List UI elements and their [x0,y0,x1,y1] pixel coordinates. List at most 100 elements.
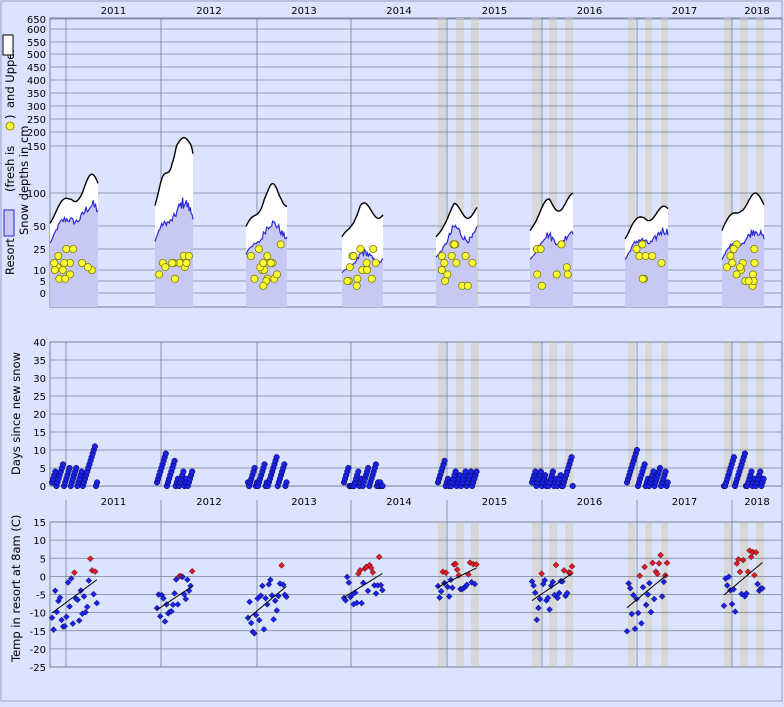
temp-point [372,590,380,597]
temp-point [658,593,666,600]
fresh-snow-point [371,258,380,267]
fresh-snow-point [648,251,657,260]
temp-point [759,585,766,592]
year-label-top: 2017 [672,6,697,17]
days-tick-labels: 40 35 30 25 20 15 10 5 0 [33,338,46,493]
days-point [372,461,379,468]
temp-point [563,589,571,597]
temp-point [51,587,59,594]
snow-ylabel-upper: and Upper [3,48,17,108]
temp-point [356,567,364,574]
year-label-top: 2012 [196,6,221,17]
year-label-top: 2016 [577,6,602,17]
temp-point [184,576,191,584]
temp-point [445,593,453,600]
fresh-snow-point [638,274,647,283]
fresh-snow-point [657,258,666,267]
temp-point [283,593,290,601]
fresh-snow-point [533,270,542,279]
days-point [355,468,362,475]
temp-point [278,562,285,569]
days-point [549,468,556,475]
fresh-snow-point [729,244,738,253]
days-point [537,468,544,475]
days-tick-label: 35 [33,356,46,367]
snow-tick-label: 5 [40,277,46,288]
temp-point [552,561,560,569]
temp-point [74,596,81,604]
fresh-snow-point [632,244,641,253]
snow-tick-label: 0 [40,289,46,300]
temp-point [182,595,190,603]
fresh-snow-point [343,276,352,285]
year-label-bottom: 2015 [482,497,507,508]
temp-point [69,620,77,627]
temp-point [751,571,758,579]
temp-point [634,609,642,617]
fresh-snow-point [182,258,191,267]
temp-trend-line [531,572,573,602]
temp-point [725,573,733,580]
fresh-snow-point [726,251,735,260]
temp-point [647,608,655,616]
temp-point [657,551,664,559]
temp-point [623,628,631,635]
temp-point [536,595,544,603]
temp-trend-line [51,579,98,614]
upper-depth-line [529,192,574,232]
fresh-snow-point [750,244,759,253]
temp-point [50,626,57,633]
temp-tick-label: 10 [33,536,46,547]
temp-point [735,556,742,563]
days-markers [48,443,767,490]
temp-point [276,580,284,587]
upper-depth-line [245,182,288,227]
days-point [73,464,80,472]
days-point [261,461,268,468]
temp-point [663,559,671,567]
temp-trend-line [343,573,383,598]
temp-trend-line [156,585,193,611]
holiday-band [724,18,732,307]
temp-point [568,563,576,570]
temp-point [83,603,91,611]
fresh-snow-point [78,258,87,267]
temp-y-axis-label: Temp in resort at 8am (C) [9,515,23,663]
temp-point [168,607,175,615]
days-point [59,461,67,468]
upper-depth-line [49,173,99,224]
days-point [171,457,178,464]
fresh-snow-point [367,274,376,283]
temp-point [442,569,450,577]
fresh-snow-point [450,240,459,249]
snow-holiday-bands [438,18,764,307]
fresh-snow-point [356,244,365,253]
holiday-band [661,18,668,307]
temp-point [174,601,182,608]
days-point [283,479,290,486]
temp-point [263,601,271,608]
resort-depth-line [435,224,478,258]
fresh-snow-point [369,244,378,253]
temp-tick-labels: 15 10 5 0 -5 -10 -15 -20 -25 [30,518,46,674]
snow-tick-label: 200 [27,128,46,139]
temp-point [743,590,750,597]
temp-point [58,616,65,624]
fresh-snow-point [61,274,70,283]
temp-point [747,553,755,561]
fresh-snow-point [259,258,268,267]
temp-point [61,622,69,630]
temp-point [660,578,668,586]
temp-point [251,630,258,637]
temp-point [644,591,652,598]
temp-point [453,566,461,573]
temp-point [353,599,361,607]
temp-trend-line [437,567,477,588]
snow-depth-marks [49,136,765,307]
temp-point [369,569,377,576]
snow-ylabel-fresh: (fresh is [3,146,17,192]
temp-tick-label: 0 [40,572,46,583]
days-point [441,457,448,464]
snow-ylabel-units: Snow depths in cm [17,126,31,235]
year-label-bottom: 2018 [744,497,769,508]
